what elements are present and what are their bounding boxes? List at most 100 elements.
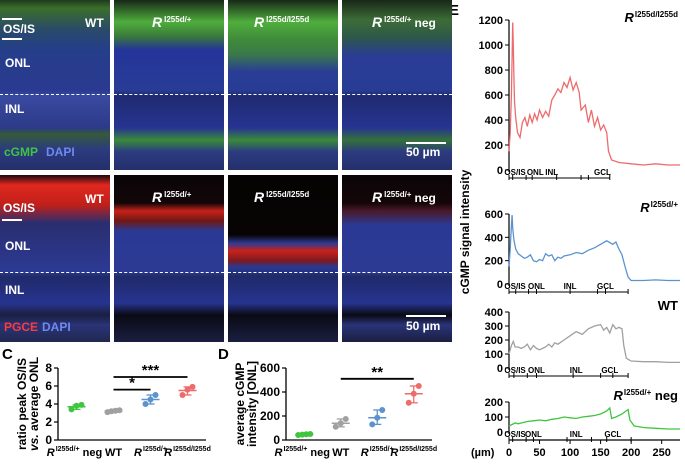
geno-rest: neg [80,447,103,459]
y-tick-label: 200 [260,409,280,423]
data-point [332,423,339,430]
layer-label: GCL [604,430,621,439]
layer-marker [2,219,22,221]
genotype-label: R I255d/+ [152,189,192,205]
y-tick-label: 0 [45,433,52,447]
layer-label: ONL [528,366,545,375]
data-point [307,431,314,437]
y-axis-label-line: ratio peak OS/IS [15,358,29,450]
data-point [152,392,159,398]
significance-label: *** [142,362,160,379]
series-name: RI255d/+ [640,200,678,215]
x-tick-label: 100 [561,447,579,459]
genotype-label: R I255d/+ neg [372,14,436,30]
profile-blue: 0 200 400 600 OS/IS ONL INL GCL RI255d/+ [485,200,680,294]
y-axis-label-line: vs. average ONL [27,357,41,451]
layer-boundary [114,272,224,273]
profile-line [508,22,680,166]
layer-label: GCL [594,168,611,177]
micrograph-a-wt: OS/IS ONL INL WT cGMP DAPI [0,0,110,170]
geno-prefix: R [614,388,624,403]
profile-red: 0 200 400 600 800 1000 1200 OS/IS ONL INL GCL RI255… [479,10,680,180]
scale-bar [406,142,446,144]
layer-label-osis: OS/IS [3,201,36,215]
x-tick-label: 250 [652,447,670,459]
geno-sup: I255d/+ [56,446,80,453]
geno-prefix: R [47,447,55,459]
layer-label: ONL [527,168,544,177]
scale-bar [406,315,446,317]
y-tick-label: 0 [497,165,503,177]
significance-label: ** [371,364,383,381]
data-point [369,421,376,428]
profile-line [508,323,680,364]
geno-sup: I255d/+ [283,446,307,453]
data-point [179,392,186,398]
y-tick-label: 0 [497,279,503,291]
stain-label-cgmp: cGMP [4,145,39,159]
y-tick-label: 100 [485,349,503,361]
layer-boundary [0,272,110,273]
data-point [142,401,149,407]
series-name: RI255d/I255d [624,10,678,25]
geno-prefix: R [640,200,650,215]
geno-prefix: R [164,447,172,459]
panel-letter-d: D [218,346,229,363]
data-point [405,399,412,406]
category-label: RI255d/+ [134,446,167,459]
y-tick-label: 0 [497,427,503,439]
genotype-label: R I255d/I255d [254,14,310,30]
category-label: RI255d/+ neg [274,446,330,459]
y-tick-label: 400 [260,385,280,399]
panel-letter-e: E [449,2,460,19]
data-point [379,407,386,413]
stain-label-dapi: DAPI [42,320,71,334]
layer-label-osis: OS/IS [3,22,36,36]
y-tick-label: 800 [485,65,503,77]
x-tick-label: 0 [506,447,512,459]
data-point [337,420,344,427]
geno-prefix: R [134,447,142,459]
genotype-label: R I255d/+ neg [372,189,436,205]
y-tick-label: 4 [45,397,52,411]
genotype-label: R I255d/+ [152,14,192,30]
category-label: WT [105,447,122,459]
y-tick-label: 100 [485,412,503,424]
y-axis-label-line: average cGMP [233,363,247,446]
series-name: WT [658,298,678,313]
geno-sup: I255d/I255d [635,10,678,19]
series-name: RI255d/+ neg [614,388,679,403]
layer-label-inl: INL [5,283,25,297]
layer-label: OS/IS [504,282,526,291]
scale-bar-label: 50 µm [406,319,441,333]
category-label: RI255d/I255d [390,446,437,459]
category-label: RI255d/I255d [164,446,211,459]
geno-rest: WT [105,447,122,459]
y-tick-label: 0 [273,433,280,447]
profile-green: 0 100 200 OS/IS ONL INL GCL RI255d/+ neg [485,388,680,442]
layer-marker [2,38,22,40]
x-tick-label: 50 [533,447,545,459]
layer-label: OS/IS [504,430,526,439]
micrograph-b-hom: R I255d/I255d [228,175,338,342]
layer-label: GCL [601,366,618,375]
y-axis-label-line: intensity [ONL] [245,361,259,447]
y-tick-label: 8 [45,361,52,375]
scale-bar-label: 50 µm [406,145,441,159]
layer-label-onl: ONL [5,56,31,70]
layer-boundary [342,94,452,95]
micrograph-a-het: R I255d/+ [114,0,224,170]
genotype-label: R I255d/I255d [254,189,310,205]
geno-rest: WT [658,298,678,313]
x-tick-label: 200 [622,447,640,459]
micrograph-b-het: R I255d/+ [114,175,224,342]
profile-line [508,406,680,430]
y-tick-label: 1000 [479,40,503,52]
layer-label: ONL [525,430,542,439]
y-axis-label-vs: vs. [27,434,41,451]
y-tick-label: 2 [45,415,52,429]
